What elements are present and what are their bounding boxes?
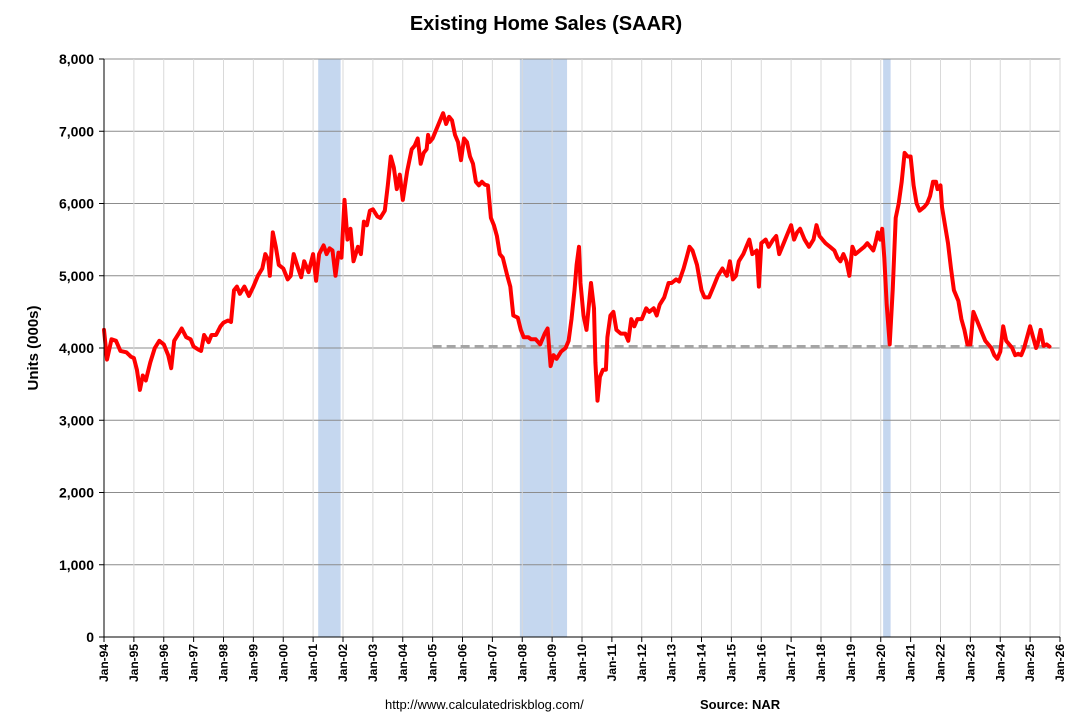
x-tick-label: Jan-11: [605, 644, 619, 682]
x-tick-label: Jan-97: [187, 644, 201, 682]
y-tick-label: 5,000: [59, 268, 94, 284]
x-tick-label: Jan-26: [1053, 644, 1067, 682]
chart-title: Existing Home Sales (SAAR): [410, 13, 682, 35]
y-tick-label: 2,000: [59, 485, 94, 501]
x-tick-label: Jan-09: [545, 644, 559, 682]
source-url: http://www.calculatedriskblog.com/: [385, 697, 584, 712]
x-tick-label: Jan-17: [784, 644, 798, 682]
x-tick-label: Jan-03: [366, 644, 380, 682]
y-tick-label: 0: [86, 629, 94, 645]
x-tick-label: Jan-94: [97, 644, 111, 682]
x-tick-label: Jan-22: [934, 644, 948, 682]
series-line-1: [102, 111, 1052, 403]
x-tick-label: Jan-07: [485, 644, 499, 682]
x-tick-label: Jan-12: [635, 644, 649, 682]
y-tick-label: 6,000: [59, 196, 94, 212]
x-tick-label: Jan-96: [157, 644, 171, 682]
y-axis-label: Units (000s): [25, 305, 42, 390]
x-tick-label: Jan-23: [963, 644, 977, 682]
x-tick-label: Jan-95: [127, 644, 141, 682]
y-tick-label: 8,000: [59, 51, 94, 67]
x-tick-label: Jan-16: [754, 644, 768, 682]
x-tick-label: Jan-20: [874, 644, 888, 682]
x-tick-label: Jan-98: [217, 644, 231, 682]
x-tick-label: Jan-08: [515, 644, 529, 682]
x-tick-label: Jan-21: [904, 644, 918, 682]
x-tick-label: Jan-13: [665, 644, 679, 682]
y-tick-label: 4,000: [59, 340, 94, 356]
x-tick-label: Jan-05: [426, 644, 440, 682]
x-tick-label: Jan-99: [246, 644, 260, 682]
y-tick-label: 7,000: [59, 123, 94, 139]
x-tick-label: Jan-25: [1023, 644, 1037, 682]
x-tick-label: Jan-14: [695, 644, 709, 682]
x-tick-label: Jan-01: [306, 644, 320, 682]
source-credit: Source: NAR: [700, 697, 781, 712]
x-tick-label: Jan-02: [336, 644, 350, 682]
x-tick-label: Jan-19: [844, 644, 858, 682]
y-tick-label: 3,000: [59, 412, 94, 428]
x-tick-label: Jan-18: [814, 644, 828, 682]
x-tick-label: Jan-24: [993, 644, 1007, 682]
x-tick-label: Jan-04: [396, 644, 410, 682]
x-tick-label: Jan-10: [575, 644, 589, 682]
x-tick-label: Jan-00: [276, 644, 290, 682]
y-tick-label: 1,000: [59, 557, 94, 573]
x-tick-label: Jan-15: [724, 644, 738, 682]
x-tick-label: Jan-06: [456, 644, 470, 682]
